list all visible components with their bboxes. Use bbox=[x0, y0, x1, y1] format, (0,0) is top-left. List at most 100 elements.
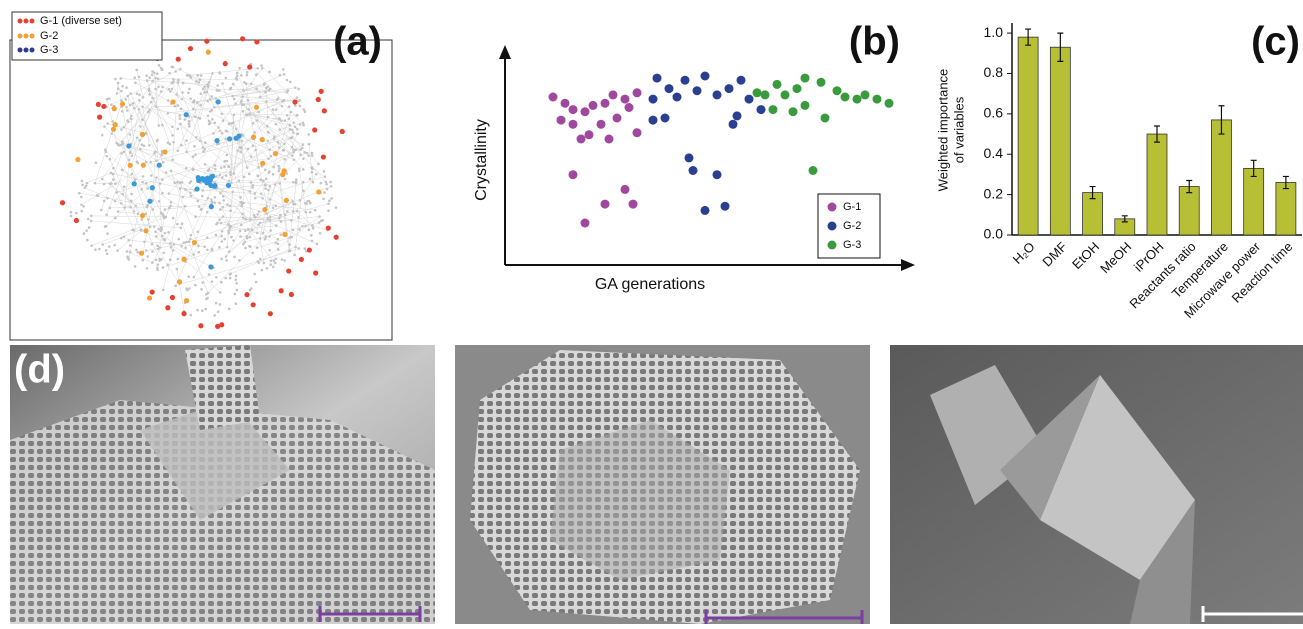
network-node bbox=[292, 99, 297, 104]
network-node bbox=[132, 102, 135, 105]
network-node bbox=[192, 168, 195, 171]
network-node bbox=[223, 61, 228, 66]
network-node bbox=[188, 182, 191, 185]
point bbox=[721, 202, 730, 211]
network-node bbox=[235, 278, 238, 281]
point bbox=[581, 219, 590, 228]
network-node bbox=[130, 200, 133, 203]
network-node bbox=[201, 195, 204, 198]
network-node bbox=[70, 211, 73, 214]
network-node bbox=[169, 90, 172, 93]
network-node bbox=[266, 140, 269, 143]
network-node bbox=[134, 81, 137, 84]
network-node bbox=[225, 259, 228, 262]
network-node bbox=[269, 229, 272, 232]
network-node bbox=[254, 197, 257, 200]
network-node bbox=[235, 275, 238, 278]
network-node bbox=[229, 171, 232, 174]
network-node bbox=[176, 57, 181, 62]
network-node bbox=[248, 190, 251, 193]
network-node bbox=[198, 205, 201, 208]
network-node bbox=[126, 250, 129, 253]
network-node bbox=[262, 179, 265, 182]
bar bbox=[1211, 120, 1231, 235]
network-node bbox=[304, 110, 307, 113]
network-node bbox=[176, 223, 179, 226]
sem-image-3 bbox=[890, 345, 1303, 624]
point bbox=[729, 120, 738, 129]
network-node bbox=[293, 254, 296, 257]
network-node bbox=[308, 143, 311, 146]
network-node bbox=[136, 251, 139, 254]
network-node bbox=[237, 179, 240, 182]
network-node bbox=[161, 235, 164, 238]
network-node bbox=[279, 214, 282, 217]
network-node bbox=[237, 149, 240, 152]
network-node bbox=[244, 218, 247, 221]
network-node bbox=[219, 173, 222, 176]
point bbox=[649, 116, 658, 125]
network-node bbox=[297, 88, 300, 91]
network-node bbox=[179, 68, 182, 71]
point bbox=[725, 84, 734, 93]
point bbox=[861, 90, 870, 99]
network-node bbox=[272, 206, 275, 209]
network-node bbox=[229, 204, 232, 207]
network-node bbox=[160, 258, 163, 261]
network-node bbox=[212, 132, 215, 135]
network-node bbox=[75, 212, 78, 215]
network-node bbox=[226, 160, 229, 163]
network-node bbox=[309, 202, 312, 205]
network-node bbox=[311, 152, 314, 155]
network-node bbox=[172, 141, 175, 144]
network-node bbox=[117, 143, 120, 146]
network-node bbox=[274, 258, 277, 261]
point bbox=[793, 84, 802, 93]
network-node bbox=[206, 83, 209, 86]
network-node bbox=[171, 126, 174, 129]
network-node bbox=[246, 166, 249, 169]
network-node bbox=[280, 172, 285, 177]
network-node bbox=[233, 114, 236, 117]
network-node bbox=[106, 197, 109, 200]
network-node bbox=[145, 182, 148, 185]
network-node bbox=[233, 256, 236, 259]
network-node bbox=[302, 143, 305, 146]
point bbox=[841, 93, 850, 102]
network-node bbox=[227, 232, 230, 235]
network-node bbox=[238, 259, 241, 262]
network-node bbox=[257, 67, 260, 70]
point bbox=[773, 80, 782, 89]
network-node bbox=[179, 117, 182, 120]
network-node bbox=[165, 305, 170, 310]
network-node bbox=[257, 111, 260, 114]
network-node bbox=[112, 178, 115, 181]
network-node bbox=[284, 178, 287, 181]
network-node bbox=[112, 173, 115, 176]
network-node bbox=[315, 173, 318, 176]
y-axis-label: Weighted importance bbox=[935, 69, 950, 192]
network-node bbox=[185, 167, 188, 170]
network-node bbox=[170, 99, 175, 104]
network-node bbox=[126, 109, 129, 112]
network-node bbox=[265, 236, 268, 239]
network-node bbox=[210, 174, 215, 179]
network-node bbox=[219, 303, 222, 306]
network-node bbox=[225, 77, 228, 80]
network-node bbox=[213, 201, 216, 204]
network-node bbox=[60, 200, 65, 205]
network-node bbox=[145, 161, 148, 164]
network-node bbox=[246, 71, 249, 74]
network-node bbox=[218, 89, 221, 92]
network-node bbox=[119, 77, 122, 80]
network-node bbox=[242, 89, 245, 92]
network-node bbox=[159, 182, 162, 185]
network-node bbox=[220, 258, 223, 261]
network-node bbox=[160, 211, 163, 214]
network-node bbox=[134, 204, 137, 207]
network-node bbox=[302, 121, 305, 124]
point bbox=[585, 130, 594, 139]
point bbox=[557, 116, 566, 125]
network-node bbox=[199, 78, 202, 81]
network-node bbox=[270, 259, 273, 262]
